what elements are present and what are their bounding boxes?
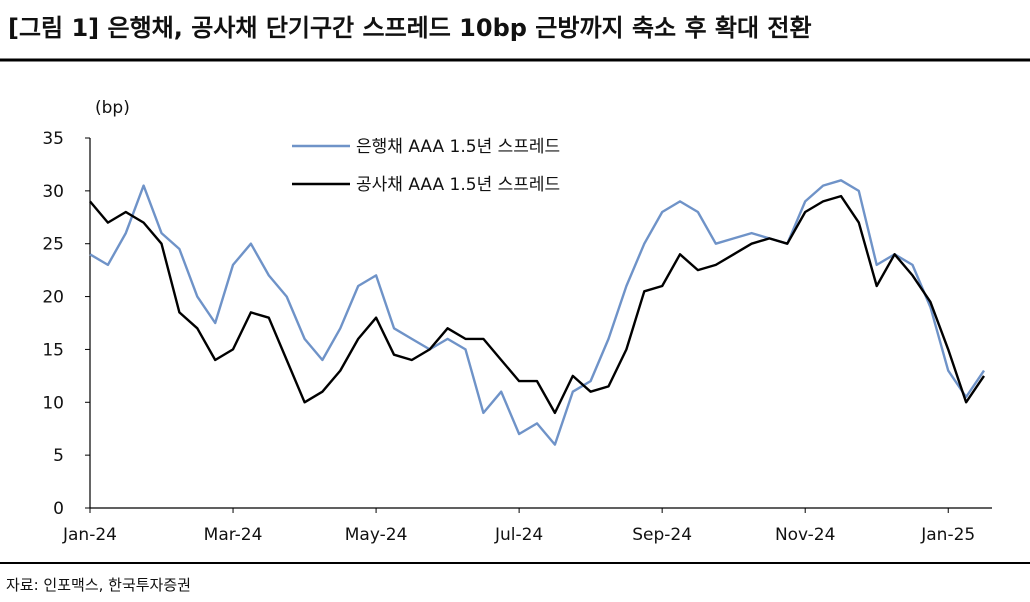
y-tick-label: 20 [42,288,64,308]
legend-label: 공사채 AAA 1.5년 스프레드 [356,175,560,195]
y-tick-label: 5 [53,446,64,466]
x-tick-label: Jan-24 [62,525,117,545]
x-tick-label: May-24 [345,525,408,545]
y-tick-label: 25 [42,235,64,255]
y-tick-label: 10 [42,393,64,413]
series-line [89,194,985,415]
y-tick-label: 15 [42,340,64,360]
y-axis-label: (bp) [95,98,130,118]
y-tick-label: 30 [42,182,64,202]
x-tick-label: Jul-24 [494,525,543,545]
y-tick-label: 0 [53,499,64,519]
x-tick-label: Nov-24 [775,525,836,545]
y-tick-label: 35 [42,129,64,149]
legend-label: 은행채 AAA 1.5년 스프레드 [356,137,560,157]
x-tick-label: Mar-24 [204,525,263,545]
x-tick-label: Sep-24 [632,525,692,545]
series-line [89,179,985,446]
source: 자료: 인포맥스, 한국투자증권 [6,576,191,594]
x-tick-label: Jan-25 [920,525,975,545]
chart-title: [그림 1] 은행채, 공사채 단기구간 스프레드 10bp 근방까지 축소 후… [8,14,812,42]
